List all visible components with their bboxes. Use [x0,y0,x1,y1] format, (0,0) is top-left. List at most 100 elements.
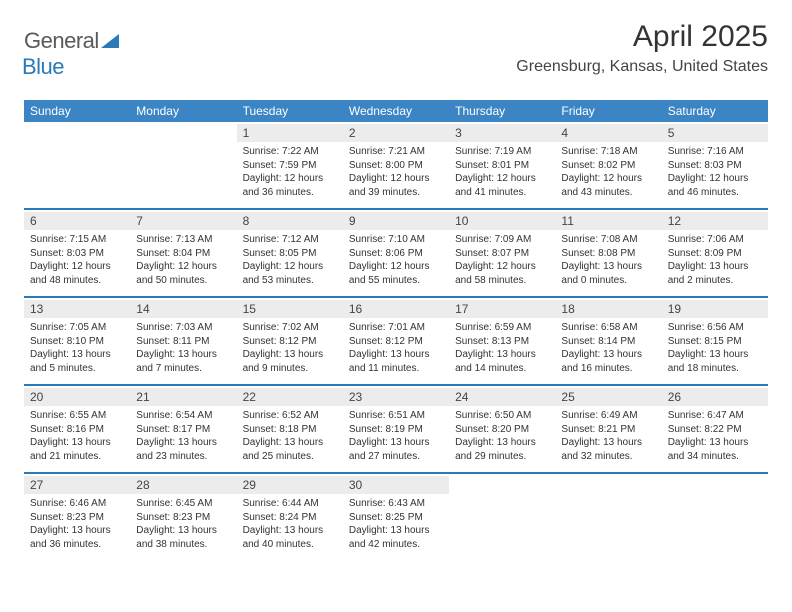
calendar-cell: 13 Sunrise: 7:05 AMSunset: 8:10 PMDayligh… [24,298,130,384]
calendar-cell: 30Sunrise: 6:43 AMSunset: 8:25 PMDayligh… [343,474,449,560]
day-details: Sunrise: 6:58 AMSunset: 8:14 PMDaylight:… [561,321,655,375]
day-number: 18 [555,300,661,318]
day-number: 21 [130,388,236,406]
calendar-cell: 12 Sunrise: 7:06 AMSunset: 8:09 PMDayligh… [662,210,768,296]
day-number: 2 [343,124,449,142]
day-number: 12 [662,212,768,230]
day-details: Sunrise: 7:12 AMSunset: 8:05 PMDaylight:… [243,233,337,287]
day-details: Sunrise: 7:21 AMSunset: 8:00 PMDaylight:… [349,145,443,199]
day-number: 11 [555,212,661,230]
day-number: 22 [237,388,343,406]
day-header: Saturday [662,100,768,122]
day-number: 6 [24,212,130,230]
day-details: Sunrise: 7:16 AMSunset: 8:03 PMDaylight:… [668,145,762,199]
day-details: Sunrise: 6:45 AMSunset: 8:23 PMDaylight:… [136,497,230,551]
day-details: Sunrise: 6:52 AMSunset: 8:18 PMDaylight:… [243,409,337,463]
day-number: 13 [24,300,130,318]
day-details: Sunrise: 7:01 AMSunset: 8:12 PMDaylight:… [349,321,443,375]
logo-word1: General [24,28,99,53]
calendar: Sunday Monday Tuesday Wednesday Thursday… [24,100,768,560]
calendar-week: 27 Sunrise: 6:46 AMSunset: 8:23 PMDayligh… [24,473,768,560]
day-number: 20 [24,388,130,406]
calendar-cell: 19Sunrise: 6:56 AMSunset: 8:15 PMDayligh… [662,298,768,384]
calendar-cell: 1 Sunrise: 7:22 AMSunset: 7:59 PMDaylight… [237,122,343,208]
calendar-cell: 10 Sunrise: 7:09 AMSunset: 8:07 PMDayligh… [449,210,555,296]
calendar-week: 6 Sunrise: 7:15 AMSunset: 8:03 PMDaylight… [24,209,768,297]
day-details: Sunrise: 7:05 AMSunset: 8:10 PMDaylight:… [30,321,124,375]
calendar-cell: 5Sunrise: 7:16 AMSunset: 8:03 PMDaylight… [662,122,768,208]
day-details: Sunrise: 6:51 AMSunset: 8:19 PMDaylight:… [349,409,443,463]
title-block: April 2025 Greensburg, Kansas, United St… [516,20,768,76]
day-number: 3 [449,124,555,142]
day-number: 26 [662,388,768,406]
logo-word2: Blue [22,54,64,79]
calendar-week: 1 Sunrise: 7:22 AMSunset: 7:59 PMDaylight… [24,122,768,209]
location-text: Greensburg, Kansas, United States [516,58,768,76]
day-details: Sunrise: 6:49 AMSunset: 8:21 PMDaylight:… [561,409,655,463]
day-details: Sunrise: 7:03 AMSunset: 8:11 PMDaylight:… [136,321,230,375]
calendar-cell: 8 Sunrise: 7:12 AMSunset: 8:05 PMDaylight… [237,210,343,296]
calendar-cell: 22 Sunrise: 6:52 AMSunset: 8:18 PMDayligh… [237,386,343,472]
day-details: Sunrise: 6:56 AMSunset: 8:15 PMDaylight:… [668,321,762,375]
calendar-cell: 23 Sunrise: 6:51 AMSunset: 8:19 PMDayligh… [343,386,449,472]
calendar-week: 13 Sunrise: 7:05 AMSunset: 8:10 PMDayligh… [24,297,768,385]
calendar-cell: 7 Sunrise: 7:13 AMSunset: 8:04 PMDaylight… [130,210,236,296]
calendar-cell: 29Sunrise: 6:44 AMSunset: 8:24 PMDayligh… [237,474,343,560]
day-header: Tuesday [237,100,343,122]
day-number: 29 [237,476,343,494]
day-number: 1 [237,124,343,142]
calendar-cell: 28 Sunrise: 6:45 AMSunset: 8:23 PMDayligh… [130,474,236,560]
day-number: 8 [237,212,343,230]
day-details: Sunrise: 7:08 AMSunset: 8:08 PMDaylight:… [561,233,655,287]
calendar-cell: 27 Sunrise: 6:46 AMSunset: 8:23 PMDayligh… [24,474,130,560]
day-number: 10 [449,212,555,230]
header: General Blue April 2025 Greensburg, Kans… [24,20,768,90]
day-details: Sunrise: 6:46 AMSunset: 8:23 PMDaylight:… [30,497,124,551]
day-number: 27 [24,476,130,494]
day-number: 4 [555,124,661,142]
day-header: Thursday [449,100,555,122]
page: General Blue April 2025 Greensburg, Kans… [0,0,792,580]
calendar-cell: 17Sunrise: 6:59 AMSunset: 8:13 PMDayligh… [449,298,555,384]
day-details: Sunrise: 7:06 AMSunset: 8:09 PMDaylight:… [668,233,762,287]
day-number: 15 [237,300,343,318]
day-number: 7 [130,212,236,230]
calendar-cell: 9 Sunrise: 7:10 AMSunset: 8:06 PMDaylight… [343,210,449,296]
day-number: 16 [343,300,449,318]
day-details: Sunrise: 6:47 AMSunset: 8:22 PMDaylight:… [668,409,762,463]
calendar-cell-empty [24,122,130,208]
calendar-cell: 14Sunrise: 7:03 AMSunset: 8:11 PMDayligh… [130,298,236,384]
day-details: Sunrise: 6:43 AMSunset: 8:25 PMDaylight:… [349,497,443,551]
calendar-cell: 18 Sunrise: 6:58 AMSunset: 8:14 PMDayligh… [555,298,661,384]
day-details: Sunrise: 7:10 AMSunset: 8:06 PMDaylight:… [349,233,443,287]
day-number: 25 [555,388,661,406]
calendar-body: 1 Sunrise: 7:22 AMSunset: 7:59 PMDaylight… [24,122,768,560]
calendar-cell: 2 Sunrise: 7:21 AMSunset: 8:00 PMDaylight… [343,122,449,208]
day-details: Sunrise: 7:09 AMSunset: 8:07 PMDaylight:… [455,233,549,287]
day-details: Sunrise: 7:15 AMSunset: 8:03 PMDaylight:… [30,233,124,287]
day-header: Friday [555,100,661,122]
day-header: Monday [130,100,236,122]
logo: General Blue [24,28,119,80]
day-details: Sunrise: 7:13 AMSunset: 8:04 PMDaylight:… [136,233,230,287]
calendar-cell: 4 Sunrise: 7:18 AMSunset: 8:02 PMDaylight… [555,122,661,208]
day-header: Wednesday [343,100,449,122]
day-number: 24 [449,388,555,406]
day-header: Sunday [24,100,130,122]
day-number: 23 [343,388,449,406]
calendar-cell: 25 Sunrise: 6:49 AMSunset: 8:21 PMDayligh… [555,386,661,472]
logo-triangle-icon [101,34,119,48]
calendar-cell: 20Sunrise: 6:55 AMSunset: 8:16 PMDayligh… [24,386,130,472]
day-number: 28 [130,476,236,494]
calendar-cell-empty [555,474,661,560]
month-title: April 2025 [516,20,768,54]
calendar-cell-empty [662,474,768,560]
day-details: Sunrise: 6:50 AMSunset: 8:20 PMDaylight:… [455,409,549,463]
day-details: Sunrise: 6:54 AMSunset: 8:17 PMDaylight:… [136,409,230,463]
day-details: Sunrise: 7:18 AMSunset: 8:02 PMDaylight:… [561,145,655,199]
day-details: Sunrise: 7:22 AMSunset: 7:59 PMDaylight:… [243,145,337,199]
day-number: 9 [343,212,449,230]
day-details: Sunrise: 6:59 AMSunset: 8:13 PMDaylight:… [455,321,549,375]
calendar-cell: 24 Sunrise: 6:50 AMSunset: 8:20 PMDayligh… [449,386,555,472]
calendar-week: 20Sunrise: 6:55 AMSunset: 8:16 PMDayligh… [24,385,768,473]
